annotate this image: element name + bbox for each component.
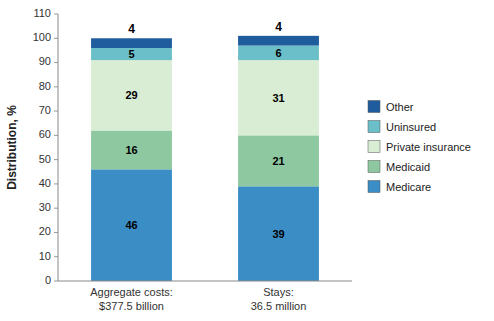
tick-mark — [54, 111, 58, 112]
tick-label: 110 — [33, 7, 51, 19]
tick-label: 60 — [39, 128, 51, 140]
tick-mark — [54, 14, 58, 15]
legend-swatch — [368, 101, 380, 113]
tick-mark — [54, 159, 58, 160]
data-labels: 46 39 16 21 29 31 5 6 4 4 — [125, 20, 284, 240]
tick-label: 100 — [33, 31, 51, 43]
legend-swatch — [368, 181, 380, 193]
tick-label: 70 — [39, 104, 51, 116]
data-label: 4 — [128, 22, 135, 36]
tick-mark — [54, 38, 58, 39]
bar-segment — [238, 135, 319, 186]
tick-label: 0 — [45, 274, 51, 286]
legend-swatch — [368, 121, 380, 133]
category-label: Stays:36.5 million — [251, 286, 307, 312]
data-label: 16 — [125, 144, 137, 156]
tick-mark — [54, 281, 58, 282]
y-axis: 0 10 20 30 40 50 60 70 80 90 100 110 — [33, 7, 58, 286]
x-axis-line — [58, 281, 352, 282]
legend: Other Uninsured Private insurance Medicaid M… — [368, 101, 471, 193]
bar-segment — [91, 169, 172, 281]
bar-segment — [238, 60, 319, 135]
tick-mark — [54, 86, 58, 87]
chart-container: 0102030405060708090100110463916212931564… — [0, 0, 494, 321]
legend-label: Private insurance — [386, 141, 471, 153]
tick-label: 20 — [39, 225, 51, 237]
bar-segment — [91, 131, 172, 170]
y-axis-line — [58, 14, 59, 281]
y-axis-label: Distribution, % — [5, 105, 19, 190]
tick-mark — [54, 208, 58, 209]
tick-mark — [54, 62, 58, 63]
data-label: 31 — [272, 92, 284, 104]
tick-mark — [54, 135, 58, 136]
tick-label: 40 — [39, 177, 51, 189]
tick-mark — [54, 232, 58, 233]
category-label: Aggregate costs:$377.5 billion — [90, 286, 173, 312]
bar-segment — [91, 38, 172, 48]
bar-segment — [91, 48, 172, 60]
data-label: 21 — [272, 155, 284, 167]
data-label: 4 — [275, 20, 282, 34]
legend-label: Medicaid — [386, 161, 430, 173]
bar-segment — [238, 36, 319, 46]
tick-label: 90 — [39, 55, 51, 67]
legend-swatch — [368, 161, 380, 173]
data-label: 39 — [272, 228, 284, 240]
legend-label: Medicare — [386, 181, 431, 193]
legend-swatch — [368, 141, 380, 153]
data-label: 5 — [128, 48, 134, 60]
tick-mark — [54, 256, 58, 257]
bar-segment — [91, 60, 172, 130]
x-axis: Aggregate costs:$377.5 billion Stays:36.5… — [90, 286, 306, 312]
bar-segment — [238, 186, 319, 281]
tick-label: 10 — [39, 250, 51, 262]
bar-segment — [238, 46, 319, 61]
bars — [91, 36, 319, 281]
data-label: 29 — [125, 89, 137, 101]
data-label: 46 — [125, 219, 137, 231]
legend-label: Other — [386, 101, 414, 113]
tick-label: 80 — [39, 80, 51, 92]
tick-label: 30 — [39, 201, 51, 213]
chart-svg: 0102030405060708090100110463916212931564… — [0, 0, 494, 321]
data-label: 6 — [275, 47, 281, 59]
legend-label: Uninsured — [386, 121, 436, 133]
tick-mark — [54, 183, 58, 184]
tick-label: 50 — [39, 153, 51, 165]
